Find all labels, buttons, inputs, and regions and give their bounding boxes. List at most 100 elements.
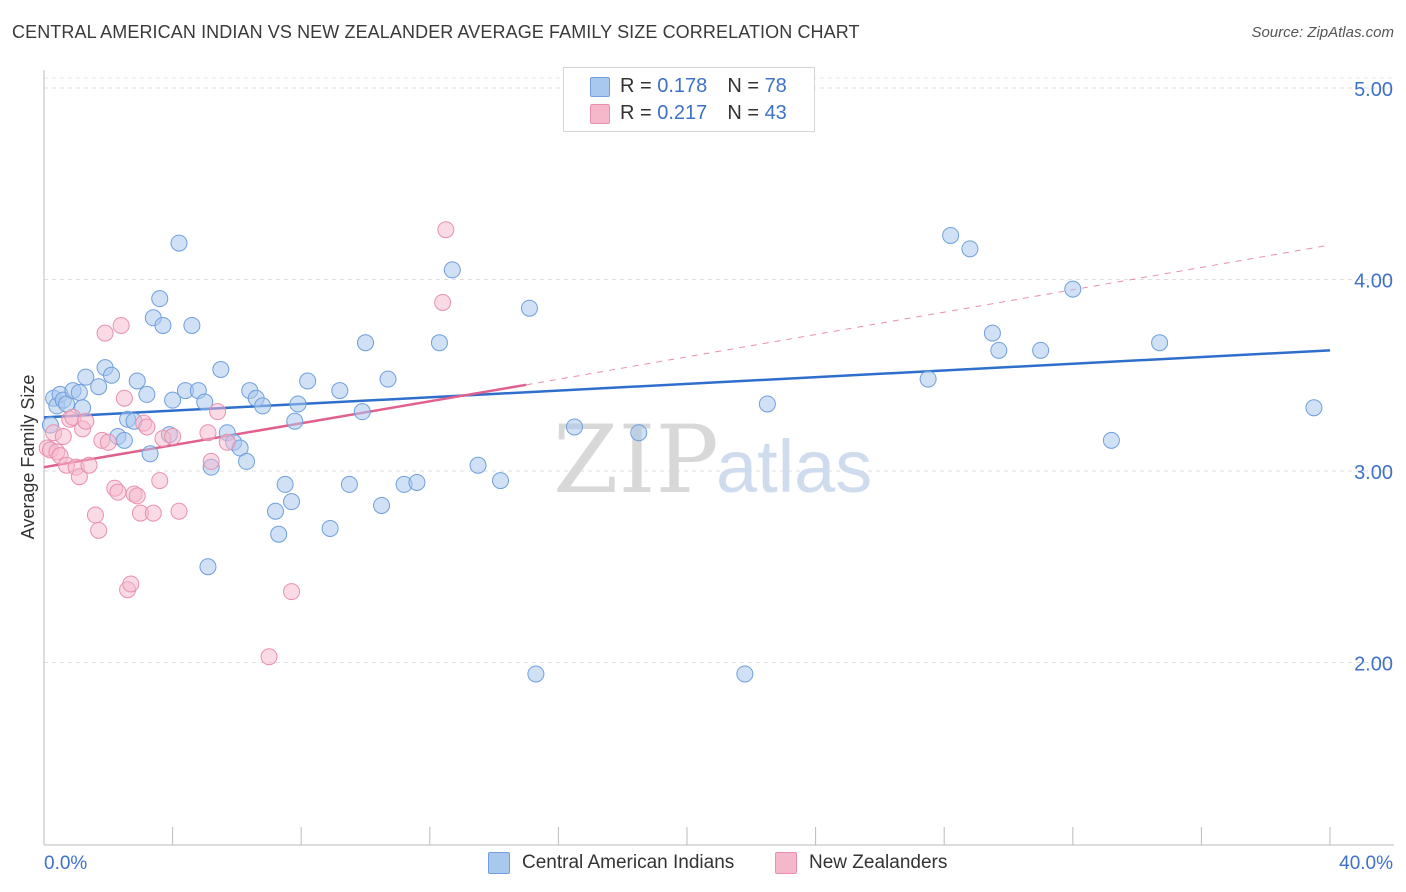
watermark-atlas: atlas	[716, 425, 872, 508]
data-point-pink	[437, 221, 455, 239]
legend-n-label: N =	[727, 102, 759, 124]
data-point-pink	[86, 506, 104, 524]
data-point-blue	[736, 665, 754, 683]
data-point-blue	[199, 558, 217, 576]
data-point-blue	[164, 391, 182, 409]
data-point-blue	[196, 393, 214, 411]
chart-source: Source: ZipAtlas.com	[1251, 24, 1394, 41]
correlation-legend: R = 0.178 N = 78 R = 0.217 N = 43	[563, 67, 815, 132]
legend-n-label: N =	[727, 75, 759, 97]
data-point-blue	[321, 519, 339, 537]
legend-swatch-pink	[590, 103, 610, 124]
legend-row-pink: R = 0.217 N = 43	[590, 102, 787, 125]
data-point-blue	[70, 383, 88, 401]
legend-row-blue: R = 0.178 N = 78	[590, 75, 787, 98]
bottom-legend-swatch-blue	[488, 852, 510, 874]
data-point-blue	[469, 456, 487, 474]
data-point-pink	[128, 487, 146, 505]
bottom-legend-blue: Central American Indians	[488, 852, 734, 874]
gridlines	[44, 77, 1394, 663]
y-tick-label: 2.00	[1354, 654, 1393, 676]
data-point-blue	[430, 334, 448, 352]
data-point-pink	[144, 504, 162, 522]
data-point-blue	[520, 299, 538, 317]
data-point-blue	[77, 368, 95, 386]
data-point-blue	[357, 334, 374, 352]
data-point-pink	[90, 521, 108, 539]
data-point-blue	[103, 366, 121, 384]
y-axis-label: Average Family Size	[18, 375, 38, 540]
data-point-pink	[80, 456, 98, 474]
data-point-blue	[289, 395, 307, 413]
legend-r-label: R =	[620, 75, 652, 97]
data-point-pink	[70, 468, 88, 486]
data-point-pink	[99, 433, 117, 451]
data-point-blue	[983, 324, 1001, 342]
data-point-blue	[373, 496, 391, 514]
legend-r-value-blue: 0.178	[657, 75, 708, 97]
data-point-blue	[443, 261, 461, 279]
data-point-pink	[209, 403, 227, 421]
data-point-blue	[283, 493, 301, 511]
watermark: ZIP atlas	[553, 406, 872, 515]
data-point-pink	[54, 428, 72, 446]
data-point-blue	[238, 452, 256, 470]
data-point-pink	[199, 424, 217, 442]
data-point-blue	[270, 525, 288, 543]
data-point-blue	[492, 472, 510, 490]
data-point-pink	[151, 472, 169, 490]
data-point-blue	[212, 361, 230, 379]
data-point-blue	[299, 372, 317, 390]
data-point-pink	[260, 648, 278, 666]
legend-n-value-blue: 78	[764, 75, 787, 97]
data-point-blue	[379, 370, 397, 388]
data-point-pink	[434, 293, 452, 311]
data-point-blue	[1151, 334, 1169, 352]
data-point-pink	[77, 412, 95, 430]
axes	[43, 70, 1394, 846]
data-point-blue	[961, 240, 979, 258]
data-point-pink	[170, 502, 188, 520]
data-point-blue	[630, 424, 648, 442]
x-tick-label-left: 0.0%	[44, 853, 87, 874]
legend-r-label: R =	[620, 102, 652, 124]
legend-n-value-pink: 43	[764, 102, 787, 124]
data-point-pink	[112, 316, 130, 334]
trend-line-pink	[43, 383, 527, 469]
data-point-pink	[164, 428, 182, 446]
data-point-blue	[1102, 431, 1120, 449]
data-point-blue	[758, 395, 776, 413]
y-tick-label: 5.00	[1354, 79, 1393, 101]
trend-line-pink-extension	[526, 244, 1331, 386]
axis-labels: 2.00 3.00 4.00 5.00 0.0% 40.0% Average Family …	[18, 79, 1393, 874]
data-point-pink	[109, 483, 127, 501]
data-point-pink	[218, 433, 236, 451]
data-point-blue	[408, 473, 426, 491]
chart-title: CENTRAL AMERICAN INDIAN VS NEW ZEALANDER…	[12, 22, 860, 42]
bottom-legend-label-pink: New Zealanders	[809, 852, 948, 873]
data-point-blue	[527, 665, 545, 683]
bottom-legend-pink: New Zealanders	[775, 852, 947, 874]
data-point-pink	[202, 452, 220, 470]
data-point-blue	[1064, 280, 1082, 298]
data-point-blue	[170, 234, 188, 252]
data-point-blue	[90, 378, 108, 396]
data-point-blue	[353, 403, 371, 421]
data-point-pink	[115, 389, 133, 407]
data-point-blue	[340, 475, 358, 493]
data-point-blue	[942, 226, 960, 244]
data-point-blue	[990, 341, 1008, 359]
data-point-pink	[138, 418, 156, 436]
data-point-blue	[331, 382, 349, 400]
y-tick-label: 4.00	[1354, 271, 1393, 293]
legend-r-value-pink: 0.217	[657, 102, 708, 124]
data-point-blue	[154, 316, 172, 334]
x-tick-label-right: 40.0%	[1339, 853, 1393, 874]
data-point-blue	[1305, 399, 1323, 417]
data-point-blue	[254, 397, 272, 415]
data-point-blue	[115, 431, 133, 449]
data-point-blue	[141, 445, 159, 463]
data-point-blue	[565, 418, 583, 436]
data-point-blue	[128, 372, 146, 390]
